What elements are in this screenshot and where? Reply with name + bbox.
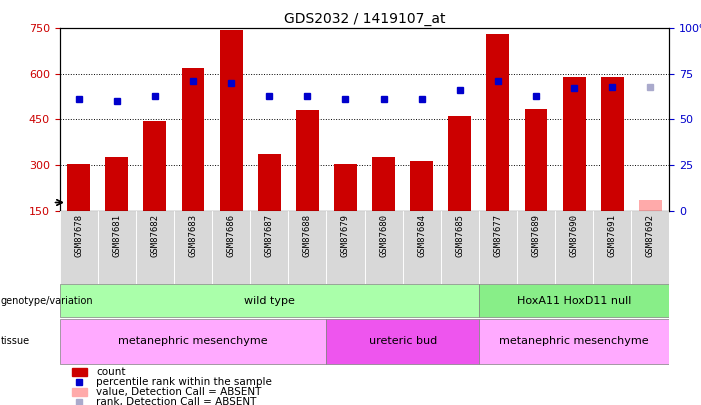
Bar: [486, 34, 510, 211]
Bar: [60, 319, 327, 364]
Text: GSM87688: GSM87688: [303, 214, 312, 257]
Text: GSM87679: GSM87679: [341, 214, 350, 257]
Bar: [601, 77, 624, 211]
Bar: [72, 368, 87, 376]
Bar: [517, 211, 555, 284]
Text: GSM87682: GSM87682: [151, 214, 159, 257]
Text: metanephric mesenchyme: metanephric mesenchyme: [118, 336, 268, 346]
Bar: [365, 211, 402, 284]
Bar: [563, 77, 585, 211]
Bar: [105, 158, 128, 211]
Bar: [372, 157, 395, 211]
Text: GSM87690: GSM87690: [570, 214, 578, 257]
Bar: [479, 319, 669, 364]
Bar: [441, 211, 479, 284]
Bar: [72, 388, 87, 396]
Text: GSM87678: GSM87678: [74, 214, 83, 257]
Text: GSM87689: GSM87689: [531, 214, 540, 257]
Text: GSM87684: GSM87684: [417, 214, 426, 257]
Bar: [144, 121, 166, 211]
Bar: [60, 211, 97, 284]
Bar: [639, 200, 662, 211]
Bar: [410, 161, 433, 211]
Bar: [174, 211, 212, 284]
Text: GSM87681: GSM87681: [112, 214, 121, 257]
Bar: [136, 211, 174, 284]
Bar: [524, 109, 547, 211]
Bar: [334, 164, 357, 211]
Bar: [449, 115, 471, 211]
Bar: [288, 211, 327, 284]
Text: HoxA11 HoxD11 null: HoxA11 HoxD11 null: [517, 296, 632, 306]
Text: GSM87677: GSM87677: [494, 214, 503, 257]
Text: GSM87687: GSM87687: [265, 214, 273, 257]
Text: count: count: [96, 367, 125, 377]
Bar: [296, 110, 319, 211]
Text: metanephric mesenchyme: metanephric mesenchyme: [499, 336, 649, 346]
Bar: [479, 211, 517, 284]
Bar: [97, 211, 136, 284]
Text: tissue: tissue: [1, 336, 30, 346]
Bar: [327, 211, 365, 284]
Text: ureteric bud: ureteric bud: [369, 336, 437, 346]
Text: genotype/variation: genotype/variation: [1, 296, 93, 306]
Text: GSM87686: GSM87686: [226, 214, 236, 257]
Bar: [182, 68, 205, 211]
Bar: [402, 211, 441, 284]
Bar: [593, 211, 632, 284]
Bar: [555, 211, 593, 284]
Bar: [250, 211, 288, 284]
Bar: [479, 284, 669, 317]
Bar: [258, 154, 280, 211]
Text: GSM87683: GSM87683: [189, 214, 198, 257]
Bar: [67, 164, 90, 211]
Text: value, Detection Call = ABSENT: value, Detection Call = ABSENT: [96, 387, 261, 396]
Title: GDS2032 / 1419107_at: GDS2032 / 1419107_at: [284, 12, 445, 26]
Text: percentile rank within the sample: percentile rank within the sample: [96, 377, 272, 387]
Bar: [219, 30, 243, 211]
Bar: [212, 211, 250, 284]
Text: wild type: wild type: [244, 296, 294, 306]
Text: GSM87692: GSM87692: [646, 214, 655, 257]
Text: GSM87691: GSM87691: [608, 214, 617, 257]
Text: GSM87680: GSM87680: [379, 214, 388, 257]
Bar: [60, 284, 479, 317]
Bar: [327, 319, 479, 364]
Bar: [632, 211, 669, 284]
Text: rank, Detection Call = ABSENT: rank, Detection Call = ABSENT: [96, 397, 257, 405]
Text: GSM87685: GSM87685: [456, 214, 464, 257]
